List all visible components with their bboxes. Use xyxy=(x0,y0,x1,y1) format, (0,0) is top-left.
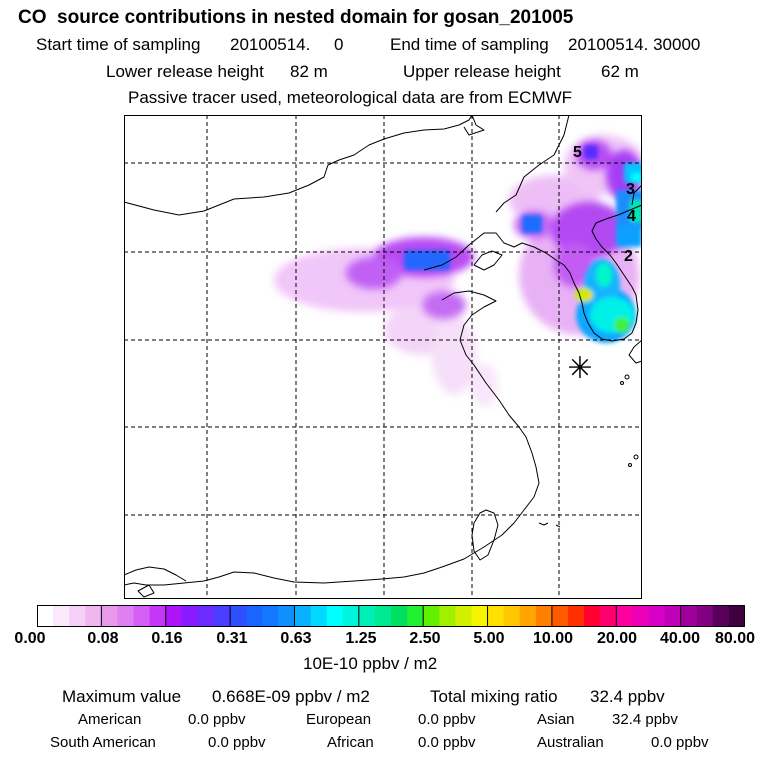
colorbar-cell xyxy=(551,605,569,627)
colorbar-cell xyxy=(632,605,649,627)
colorbar-cell xyxy=(600,605,617,627)
colorbar-cell xyxy=(535,605,553,627)
region-european-value: 0.0 ppbv xyxy=(418,711,476,728)
colorbar-cell xyxy=(230,605,247,627)
colorbar-cell xyxy=(423,605,440,627)
region-african-label: African xyxy=(327,734,374,751)
page-title: CO source contributions in nested domain… xyxy=(18,7,574,28)
colorbar-cell xyxy=(455,605,472,627)
colorbar-tick-7: 5.00 xyxy=(473,630,505,647)
total-mixing-value: 32.4 ppbv xyxy=(590,687,665,706)
colorbar-cell xyxy=(664,605,682,627)
colorbar-cell xyxy=(246,605,263,627)
colorbar-cell xyxy=(262,605,279,627)
colorbar-cell xyxy=(712,605,730,627)
colorbar-cell xyxy=(37,605,54,627)
max-value-label: Maximum value xyxy=(62,687,182,706)
receptor-marker: ✳ xyxy=(567,351,592,386)
colorbar-units: 10E-10 ppbv / m2 xyxy=(303,654,438,673)
end-time-value: 20100514. 30000 xyxy=(568,35,701,54)
colorbar-cell xyxy=(85,605,102,627)
colorbar-tick-0: 0.00 xyxy=(14,630,46,647)
colorbar-cell xyxy=(69,605,86,627)
region-asian-value: 32.4 ppbv xyxy=(612,711,678,728)
coastlines xyxy=(124,115,642,598)
start-time-label: Start time of sampling xyxy=(36,35,201,54)
start-time-value: 20100514. 0 xyxy=(230,35,344,54)
max-value: 0.668E-09 ppbv / m2 xyxy=(212,687,370,706)
colorbar-cell xyxy=(133,605,151,627)
colorbar-cell xyxy=(391,605,408,627)
lower-height-value: 82 m xyxy=(290,62,328,81)
colorbar-cell xyxy=(374,605,392,627)
colorbar-cell xyxy=(197,605,215,627)
colorbar xyxy=(37,605,745,627)
region-australian-value: 0.0 ppbv xyxy=(651,734,709,751)
upper-height-label: Upper release height xyxy=(403,62,561,81)
colorbar-tick-3: 0.31 xyxy=(216,630,248,647)
colorbar-cell xyxy=(310,605,328,627)
colorbar-cell xyxy=(503,605,521,627)
region-south-american-value: 0.0 ppbv xyxy=(208,734,266,751)
region-american-value: 0.0 ppbv xyxy=(188,711,246,728)
marker-4: 4 xyxy=(627,208,636,225)
graticule xyxy=(124,115,642,599)
map-panel: ✳ 5 3 4 2 xyxy=(124,115,642,599)
colorbar-tick-8: 10.00 xyxy=(532,630,574,647)
marker-2: 2 xyxy=(624,248,633,265)
colorbar-cell xyxy=(680,605,698,627)
colorbar-cell xyxy=(278,605,295,627)
colorbar-cell xyxy=(648,605,666,627)
colorbar-tick-2: 0.16 xyxy=(151,630,183,647)
marker-3: 3 xyxy=(626,181,635,198)
colorbar-cell xyxy=(616,605,633,627)
colorbar-tick-1: 0.08 xyxy=(87,630,119,647)
colorbar-cell xyxy=(342,605,360,627)
total-mixing-label: Total mixing ratio xyxy=(430,687,558,706)
colorbar-cell xyxy=(326,605,344,627)
colorbar-tick-4: 0.63 xyxy=(280,630,312,647)
colorbar-cell xyxy=(294,605,312,627)
contribution-field xyxy=(274,135,642,407)
colorbar-cell xyxy=(358,605,376,627)
colorbar-tick-9: 20.00 xyxy=(596,630,638,647)
region-american-label: American xyxy=(78,711,142,728)
region-south-american-label: South American xyxy=(50,734,156,751)
colorbar-cell xyxy=(181,605,199,627)
colorbar-tick-5: 1.25 xyxy=(345,630,377,647)
colorbar-cell xyxy=(487,605,505,627)
colorbar-tick-10: 40.00 xyxy=(659,630,701,647)
colorbar-tick-11: 80.00 xyxy=(714,630,756,647)
end-time-label: End time of sampling xyxy=(390,35,549,54)
region-australian-label: Australian xyxy=(537,734,604,751)
colorbar-cell xyxy=(568,605,585,627)
colorbar-cell xyxy=(53,605,70,627)
colorbar-cell xyxy=(214,605,231,627)
colorbar-cell xyxy=(101,605,118,627)
colorbar-cell xyxy=(519,605,537,627)
region-african-value: 0.0 ppbv xyxy=(418,734,476,751)
marker-5: 5 xyxy=(573,144,582,161)
colorbar-cell xyxy=(439,605,456,627)
tracer-note: Passive tracer used, meteorological data… xyxy=(128,88,573,107)
map-frame xyxy=(124,115,642,599)
colorbar-cell xyxy=(696,605,714,627)
lower-height-label: Lower release height xyxy=(106,62,264,81)
upper-height-value: 62 m xyxy=(601,62,639,81)
colorbar-cell xyxy=(471,605,489,627)
colorbar-cell xyxy=(728,605,745,627)
colorbar-cell xyxy=(149,605,167,627)
colorbar-cell xyxy=(407,605,424,627)
colorbar-cell xyxy=(117,605,135,627)
region-european-label: European xyxy=(306,711,372,728)
region-asian-label: Asian xyxy=(537,711,575,728)
colorbar-cell xyxy=(165,605,183,627)
colorbar-tick-6: 2.50 xyxy=(409,630,441,647)
colorbar-cell xyxy=(584,605,601,627)
